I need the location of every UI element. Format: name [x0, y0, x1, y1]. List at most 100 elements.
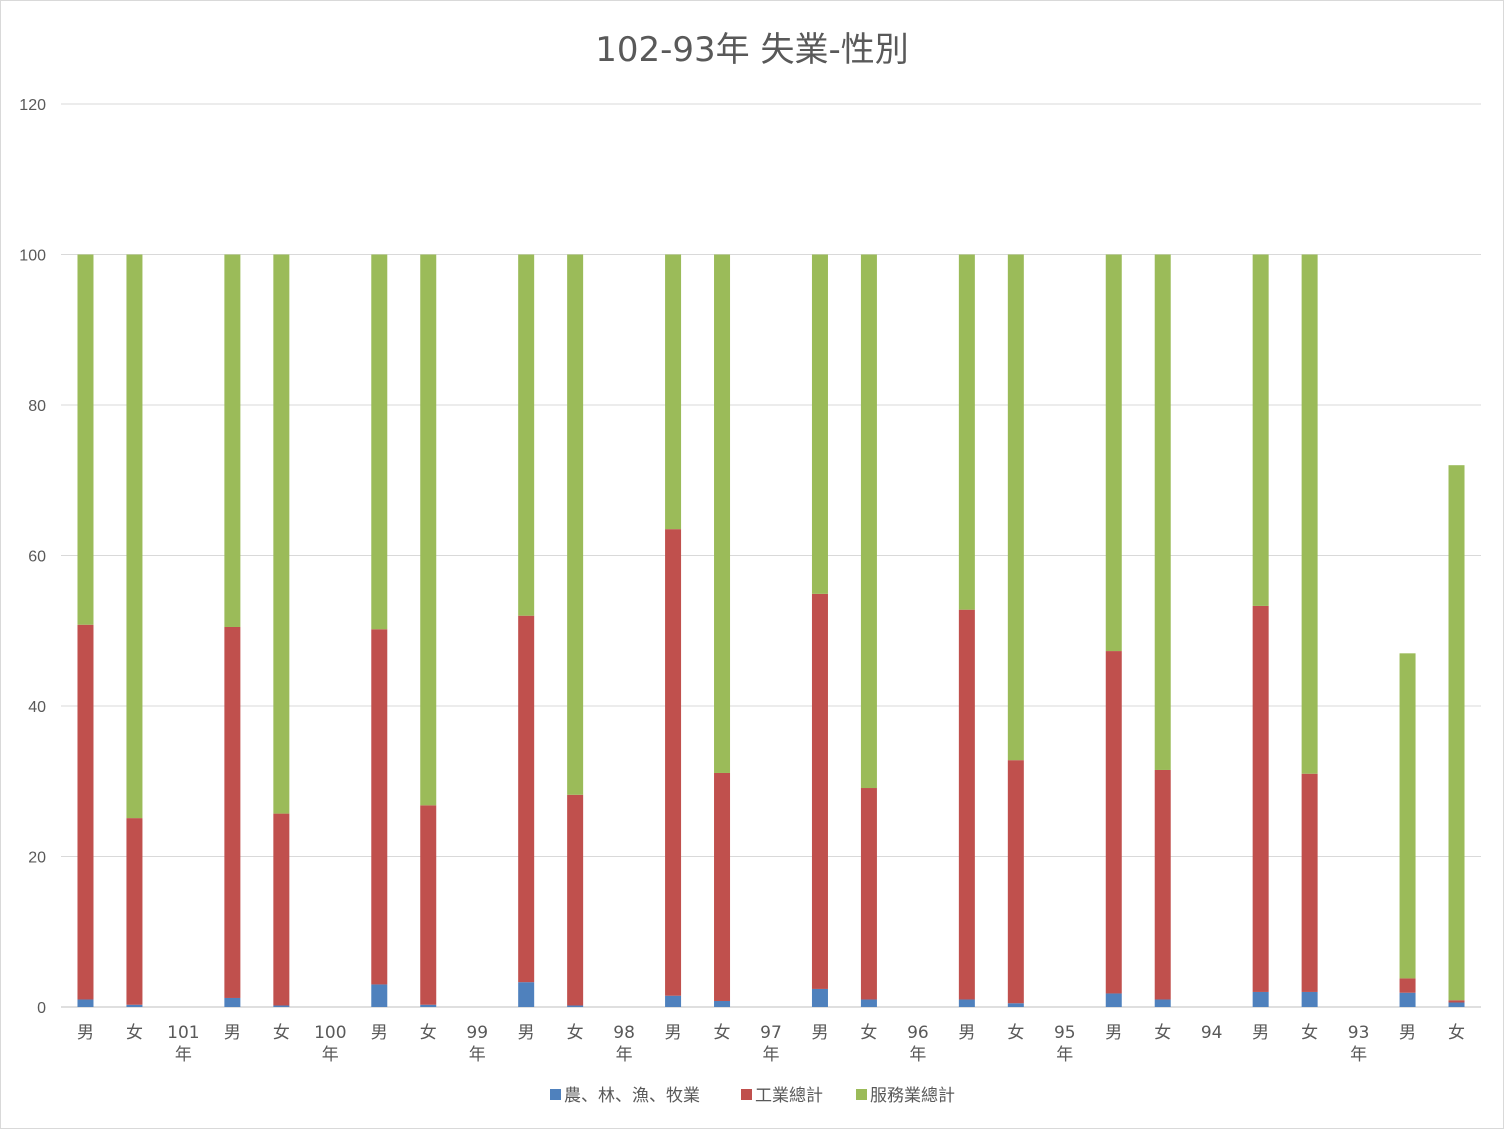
bar-segment-0: [1106, 993, 1122, 1007]
bar-segment-1: [665, 529, 681, 996]
x-tick-label-sex: 女: [1301, 1023, 1318, 1043]
bar-segment-0: [665, 996, 681, 1007]
bar-segment-2: [224, 255, 240, 627]
x-tick-label-sex: 男: [77, 1023, 94, 1043]
x-tick-label-sex: 女: [126, 1023, 143, 1043]
x-tick-label-sex: 女: [420, 1023, 437, 1043]
bar-segment-1: [420, 805, 436, 1004]
bar-segment-2: [371, 255, 387, 630]
bar-segment-1: [1449, 1000, 1465, 1002]
legend-label: 工業總計: [755, 1086, 823, 1106]
bar-segment-0: [567, 1005, 583, 1007]
x-tick-label-sex: 女: [860, 1023, 877, 1043]
y-tick-label: 100: [19, 248, 46, 265]
legend-label: 農、林、漁、牧業: [564, 1086, 700, 1106]
bar-segment-0: [518, 982, 534, 1007]
bar-segment-2: [959, 255, 975, 610]
bar-segment-1: [1106, 651, 1122, 993]
bar-segment-1: [567, 795, 583, 1006]
bar-segment-0: [959, 999, 975, 1007]
x-tick-label-year: 99 年: [466, 1023, 488, 1065]
x-tick-label-year: 97 年: [760, 1023, 782, 1065]
bar-segment-0: [273, 1005, 289, 1007]
y-tick-label: 120: [19, 97, 46, 114]
bar-segment-1: [77, 625, 93, 1000]
bar-segment-2: [567, 255, 583, 795]
bar-segment-1: [714, 773, 730, 1001]
bar-segment-1: [273, 814, 289, 1006]
bar-segment-2: [1253, 255, 1269, 606]
bar-segment-0: [812, 989, 828, 1007]
x-tick-label-sex: 女: [1007, 1023, 1024, 1043]
x-tick-label-sex: 男: [224, 1023, 241, 1043]
x-tick-label-sex: 男: [1399, 1023, 1416, 1043]
legend-swatch: [856, 1089, 867, 1100]
x-tick-label-year: 93 年: [1348, 1023, 1370, 1065]
bar-segment-0: [1253, 992, 1269, 1007]
bar-segment-1: [1155, 770, 1171, 1000]
x-tick-label-year: 101 年: [167, 1023, 199, 1065]
y-tick-label: 20: [28, 850, 46, 867]
bar-segment-2: [77, 255, 93, 625]
bar-segment-2: [714, 255, 730, 773]
bar-segment-0: [1302, 992, 1318, 1007]
bar-segment-0: [77, 999, 93, 1007]
x-tick-label-sex: 女: [567, 1023, 584, 1043]
y-tick-label: 40: [28, 699, 46, 716]
bar-segment-1: [371, 629, 387, 984]
bar-segment-2: [126, 255, 142, 819]
y-axis-tick-labels: 0 20 40 60 80 100 120: [19, 97, 46, 1017]
bar-segment-0: [371, 984, 387, 1007]
bar-segment-0: [714, 1001, 730, 1007]
bar-segment-1: [959, 610, 975, 1000]
x-tick-label-year: 96 年: [907, 1023, 929, 1065]
bar-segment-2: [861, 255, 877, 789]
bar-segment-2: [1400, 653, 1416, 978]
chart-title: 102-93年 失業-性別: [595, 30, 909, 70]
x-tick-label-sex: 女: [273, 1023, 290, 1043]
bar-segment-1: [1302, 774, 1318, 992]
x-tick-label-sex: 男: [811, 1023, 828, 1043]
legend-swatch: [741, 1089, 752, 1100]
bar-segment-1: [1008, 760, 1024, 1003]
bar-segment-0: [224, 998, 240, 1007]
bar-segment-0: [861, 999, 877, 1007]
x-tick-label-sex: 男: [665, 1023, 682, 1043]
y-tick-label: 0: [37, 1000, 46, 1017]
bar-segment-0: [1400, 993, 1416, 1007]
x-tick-label-year: 94: [1201, 1023, 1223, 1043]
bar-segment-1: [861, 788, 877, 999]
bar-segment-2: [273, 255, 289, 814]
bar-segment-0: [126, 1005, 142, 1007]
legend-label: 服務業總計: [870, 1086, 955, 1106]
bar-segment-0: [420, 1005, 436, 1007]
x-tick-label-year: 98 年: [613, 1023, 635, 1065]
x-tick-label-sex: 女: [714, 1023, 731, 1043]
bar-segment-2: [420, 255, 436, 806]
x-tick-label-sex: 男: [958, 1023, 975, 1043]
x-tick-label-sex: 女: [1154, 1023, 1171, 1043]
y-tick-label: 60: [28, 549, 46, 566]
bar-segment-2: [518, 255, 534, 616]
bar-segment-1: [1253, 606, 1269, 992]
x-tick-label-year: 100 年: [314, 1023, 346, 1065]
x-tick-label-sex: 男: [518, 1023, 535, 1043]
bar-segment-1: [812, 594, 828, 989]
x-tick-label-sex: 男: [1252, 1023, 1269, 1043]
bar-segment-0: [1155, 999, 1171, 1007]
y-tick-label: 80: [28, 398, 46, 415]
x-tick-label-sex: 男: [1105, 1023, 1122, 1043]
x-tick-label-sex: 男: [371, 1023, 388, 1043]
bar-segment-2: [1106, 255, 1122, 652]
bar-segment-2: [1155, 255, 1171, 770]
x-tick-label-year: 95 年: [1054, 1023, 1076, 1065]
legend: 農、林、漁、牧業 工業總計 服務業總計: [550, 1086, 955, 1106]
bar-segment-2: [1008, 255, 1024, 761]
x-tick-label-sex: 女: [1448, 1023, 1465, 1043]
bar-segment-2: [812, 255, 828, 594]
bar-segment-1: [126, 818, 142, 1005]
x-axis-tick-labels: 男 女 男 101 年 女 男 100 年 女 男 99 年 女 男 98 年 女 男 97 年 女 男 96 年 女 男 95 年 女 男…: [77, 1023, 1465, 1065]
bar-segment-1: [518, 616, 534, 982]
bar-segment-2: [1302, 255, 1318, 774]
